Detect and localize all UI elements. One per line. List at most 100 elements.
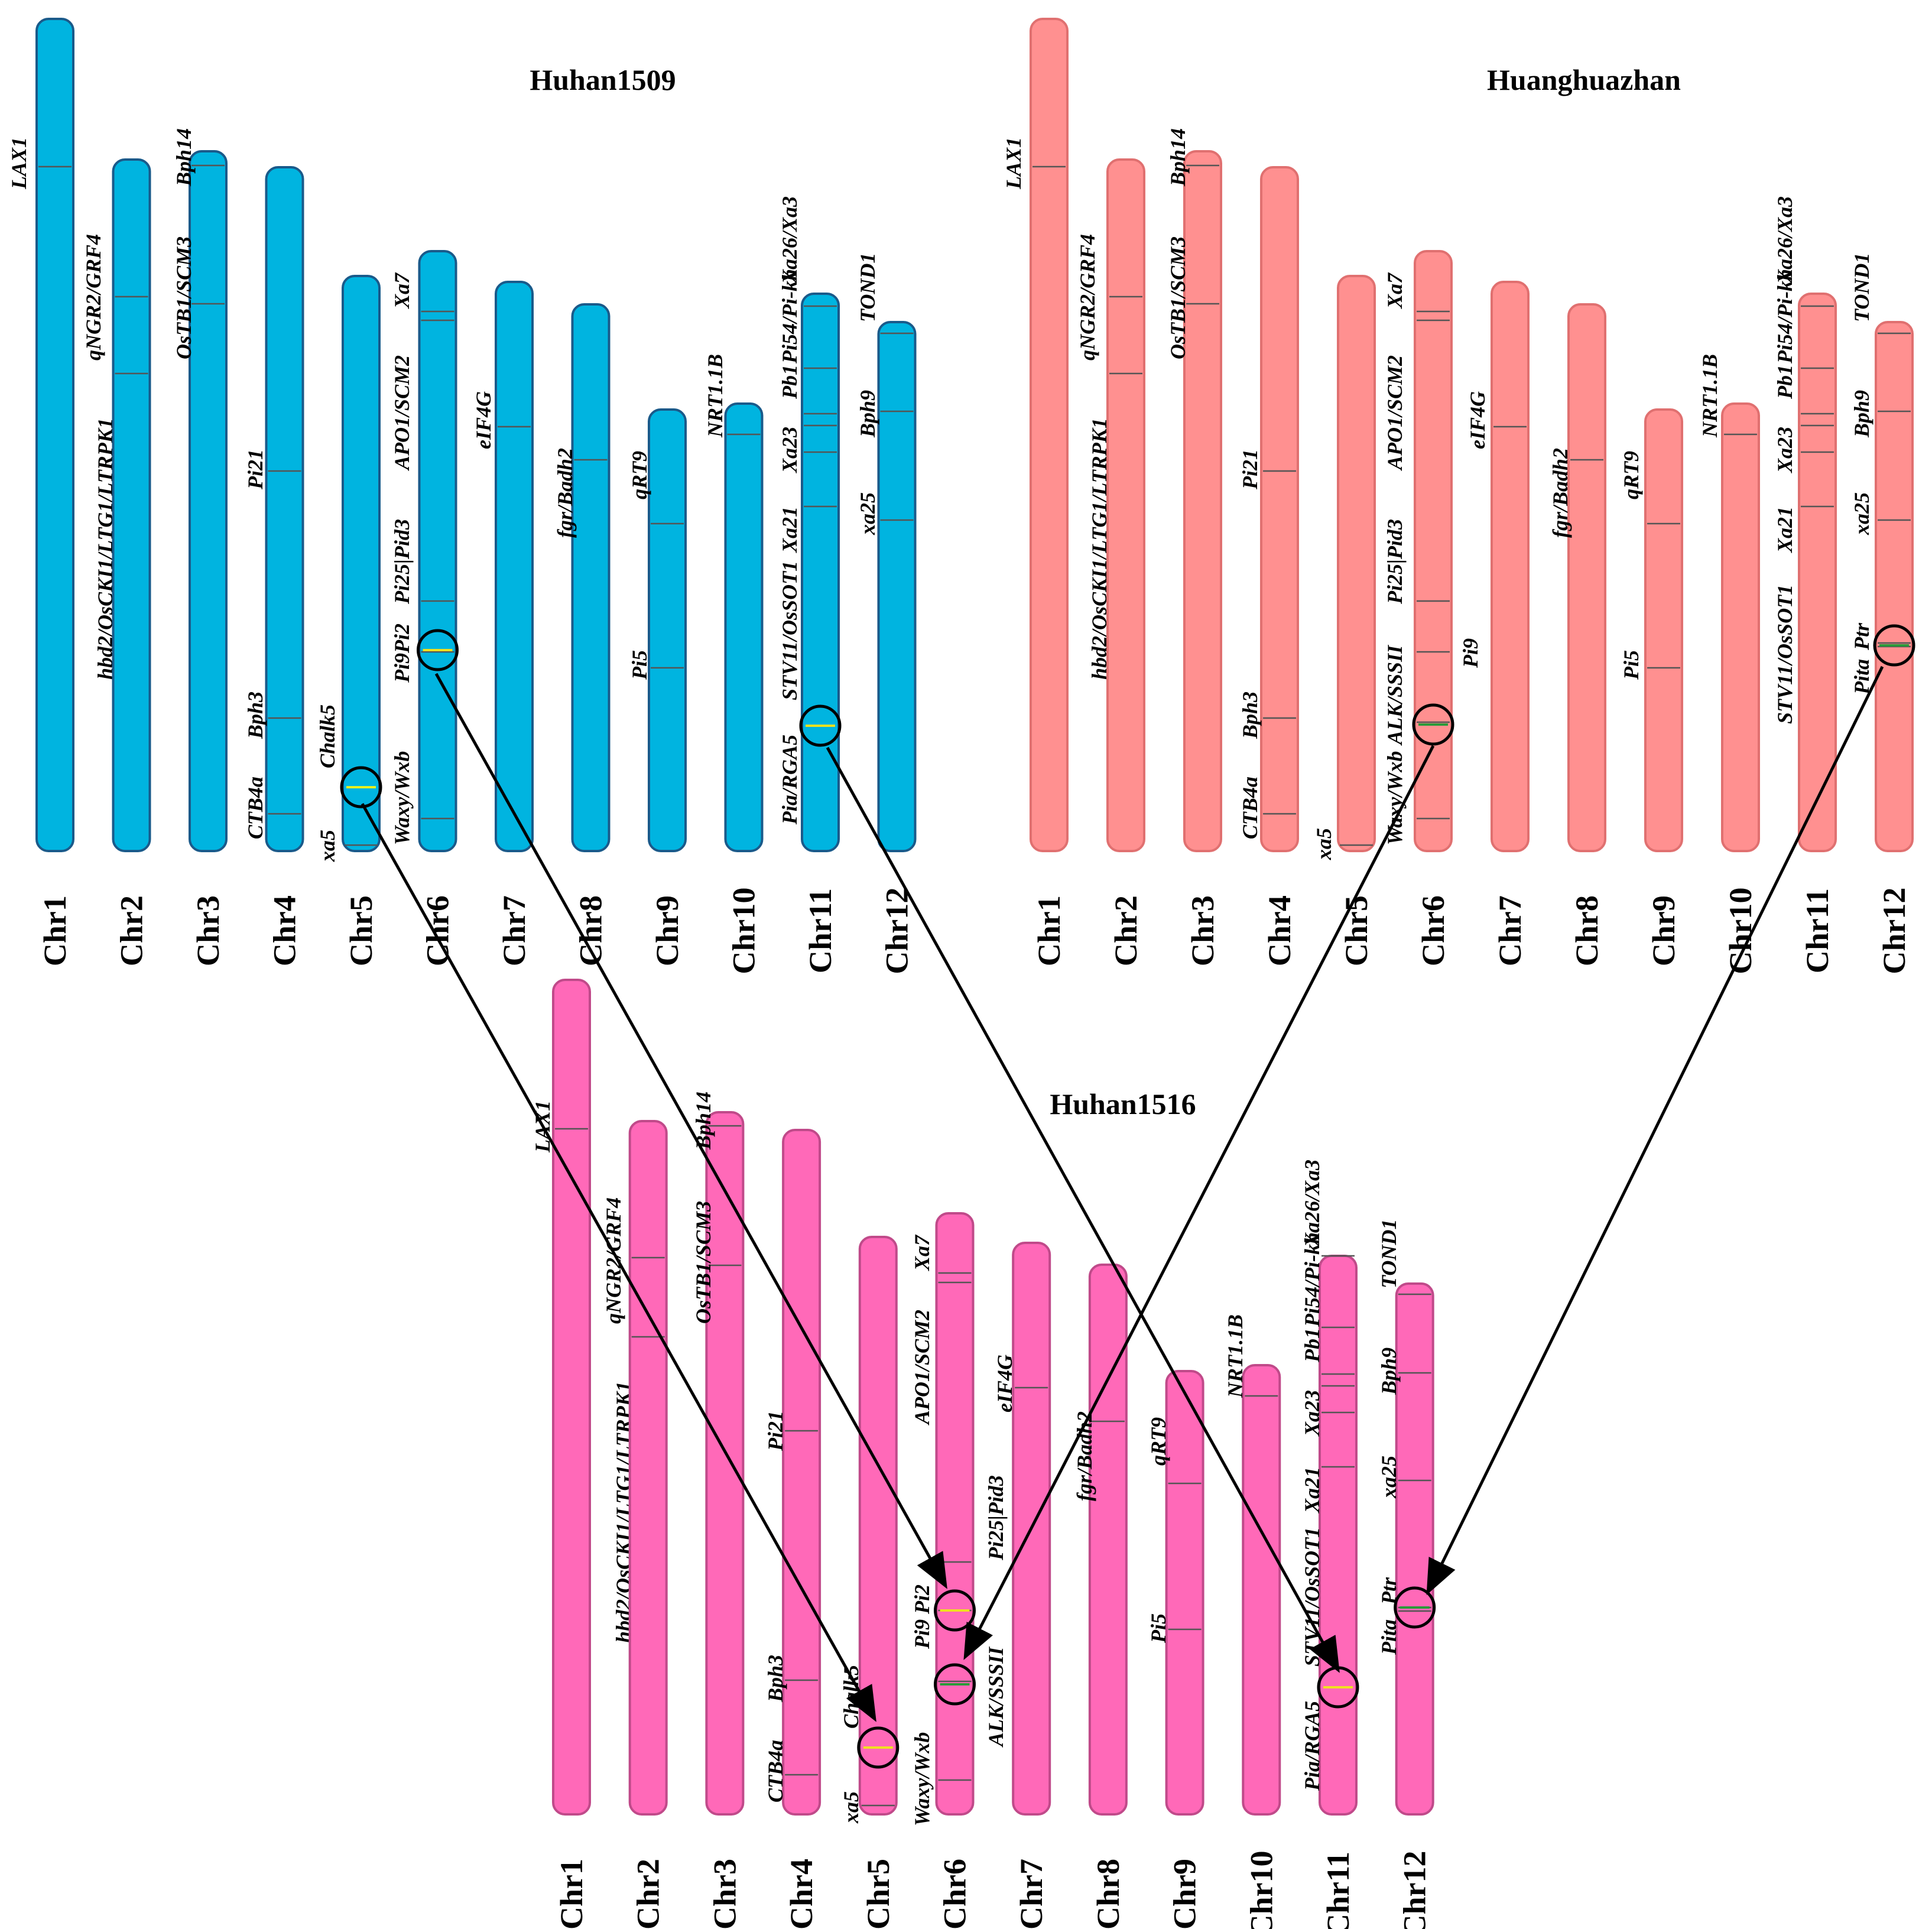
chromosome-huanghuazhan-chr5: Chr5 xa5 [1312, 275, 1376, 966]
gene-label: APO1/SCM2 [390, 355, 414, 471]
gene-label: Bph9 [856, 390, 879, 438]
chromosome-body [1414, 250, 1453, 852]
chromosome-body [1798, 293, 1837, 852]
panel-huhan1509: Chr1LAX1hbd2/OsCKI1/LTG1/LTRPK1Chr2qNGR2… [7, 18, 917, 975]
chromosome-huanghuazhan-chr2: Chr2 qNGR2/GRF4 [1076, 158, 1145, 966]
gene-label: qNGR2/GRF4 [602, 1197, 625, 1324]
gene-label: Pi9 Pi2 [910, 1584, 934, 1649]
gene-label: TOND1 [1377, 1219, 1401, 1288]
inherited-locus-circle [857, 1726, 900, 1769]
chromosome-label: Chr11 [1800, 888, 1835, 973]
chromosome-label: Chr4 [784, 1859, 819, 1929]
chromosome-label: Chr6 [937, 1859, 973, 1929]
gene-label: Xa26/Xa3 [778, 196, 801, 284]
chromosome-label: Chr12 [1397, 1851, 1433, 1929]
chromosome-body [1183, 150, 1222, 852]
inheritance-arrow [826, 746, 1340, 1673]
chromosome-huanghuazhan-chr6: Chr6 Xa7 APO1/SCM2 Pi25|Pid3 Pi9 ALK/SSSII Wax… [1383, 250, 1482, 966]
gene-label: Xa7 [390, 272, 414, 309]
chromosome-body [1395, 1282, 1434, 1816]
gene-label: Waxy/Wxb [1383, 751, 1407, 845]
gene-label: ALK/SSSII [984, 1646, 1008, 1748]
chromosome-label: Chr7 [1014, 1859, 1049, 1929]
chromosome-huhan1509-chr12: Chr12 TOND1 Bph9 xa25 [856, 253, 917, 975]
inheritance-arrow [963, 745, 1435, 1660]
gene-label: Pita [1850, 659, 1873, 695]
gene-label: TOND1 [1850, 253, 1873, 322]
gene-label: Bph14 [1166, 128, 1190, 187]
gene-label: Pb1 [778, 365, 801, 400]
gene-label: Bph3 [1238, 691, 1262, 739]
gene-label: STV11/OsSOT1 [1773, 584, 1797, 724]
gene-label: Pi54/Pi-kh [1773, 269, 1797, 364]
gene-label: Pi5 [1147, 1613, 1170, 1644]
chromosome-body [1337, 275, 1376, 852]
gene-label: Xa7 [910, 1234, 934, 1271]
gene-label: xa25 [1850, 492, 1873, 535]
chromosome-body [1319, 1255, 1358, 1816]
chromosome-label: Chr8 [1569, 895, 1605, 966]
chromosome-label: Chr9 [1646, 895, 1681, 966]
panel-title-huanghuazhan: Huanghuazhan [1487, 63, 1681, 96]
chromosome-body [1165, 1370, 1204, 1816]
chromosome-label: Chr3 [1185, 895, 1220, 966]
chromosome-label: Chr3 [190, 895, 226, 966]
gene-label: STV11/OsSOT1 [778, 561, 801, 700]
chromosome-huhan1509-chr6: Chr6 Xa7 APO1/SCM2 Pi25|Pid3 Pi9Pi2 Waxy/Wxb [390, 250, 457, 966]
gene-label: Xa23 [1773, 427, 1797, 473]
gene-label: OsTB1/SCM3 [1166, 236, 1190, 359]
gene-label: Pi54/Pi-kh [778, 269, 801, 364]
chromosome-label: Chr4 [1262, 895, 1297, 966]
inherited-locus-circle [1412, 703, 1454, 746]
chromosome-body [1875, 321, 1914, 852]
chromosome-body [858, 1236, 898, 1816]
gene-label: eIF4G [993, 1355, 1017, 1412]
chromosome-label: Chr10 [726, 888, 762, 975]
chromosome-body [1260, 166, 1299, 852]
inherited-locus-circle [1873, 624, 1915, 667]
gene-label: xa25 [856, 492, 879, 535]
chromosome-body [935, 1212, 975, 1816]
chromosome-label: Chr7 [1492, 895, 1528, 966]
chromosome-label: Chr11 [803, 888, 838, 973]
inheritance-arrow [1426, 665, 1884, 1595]
gene-label: OsTB1/SCM3 [691, 1201, 715, 1324]
chromosome-body [1567, 303, 1606, 852]
chromosome-body [189, 150, 228, 852]
chromosome-label: Chr10 [1243, 1851, 1279, 1929]
chromosome-label: Chr12 [1876, 888, 1912, 975]
chromosome-huhan1516-chr3: Chr3 Bph14 OsTB1/SCM3 [691, 1092, 745, 1929]
gene-label: qNGR2/GRF4 [1076, 234, 1099, 361]
gene-label: Waxy/Wxb [910, 1732, 934, 1826]
gene-label: Bph9 [1850, 390, 1873, 438]
chromosome-body [1721, 402, 1760, 852]
gene-label: CTB4a [1238, 777, 1262, 839]
inheritance-arrow [361, 803, 876, 1722]
gene-label: Pb1 [1773, 365, 1797, 400]
chromosome-body [112, 158, 151, 852]
chromosome-huhan1509-chr3: Chr3 Bph14 OsTB1/SCM3 [172, 128, 228, 966]
chromosome-body [552, 979, 591, 1816]
inheritance-arrow [434, 673, 947, 1589]
chromosome-huhan1516-chr9: Chr9 qRT9 Pi5 [1147, 1370, 1204, 1929]
gene-label: LAX1 [1002, 137, 1025, 190]
gene-label: Pita [1377, 1619, 1401, 1655]
gene-label: xa5 [1312, 828, 1336, 860]
chromosome-huanghuazhan-chr12: Chr12 TOND1 Bph9 xa25 Ptr Pita [1850, 253, 1914, 975]
chromosome-label: Chr2 [1108, 895, 1144, 966]
gene-label: Waxy/Wxb [390, 751, 414, 845]
gene-label: qNGR2/GRF4 [82, 234, 105, 361]
gene-label: OsTB1/SCM3 [172, 236, 196, 359]
chromosome-label: Chr3 [707, 1859, 742, 1929]
chromosome-body [877, 321, 917, 852]
gene-label: LAX1 [7, 137, 31, 190]
chromosome-label: Chr6 [420, 895, 456, 966]
